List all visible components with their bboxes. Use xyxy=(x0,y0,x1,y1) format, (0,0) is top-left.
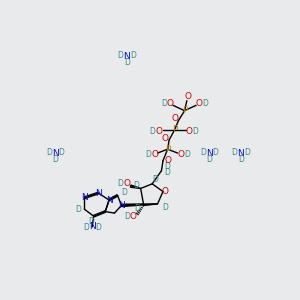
Text: D: D xyxy=(212,148,218,157)
Text: O: O xyxy=(177,150,184,159)
Text: D: D xyxy=(88,217,94,226)
Text: D: D xyxy=(46,148,52,157)
Text: O: O xyxy=(164,156,171,165)
Text: D: D xyxy=(124,212,130,221)
Text: D: D xyxy=(152,176,158,184)
Text: D: D xyxy=(117,179,123,188)
Text: N: N xyxy=(95,189,102,198)
Text: O: O xyxy=(186,127,193,136)
Polygon shape xyxy=(130,185,141,188)
Text: D: D xyxy=(232,148,238,157)
Text: D: D xyxy=(124,58,130,68)
Text: D: D xyxy=(135,204,140,213)
Text: P: P xyxy=(182,106,187,115)
Text: D: D xyxy=(83,223,89,232)
Text: D: D xyxy=(165,162,170,171)
Text: N: N xyxy=(106,196,112,205)
Text: D: D xyxy=(75,205,81,214)
Text: N: N xyxy=(123,52,130,61)
Text: D: D xyxy=(121,188,127,197)
Text: N: N xyxy=(118,201,125,210)
Text: N: N xyxy=(237,149,244,158)
Text: D: D xyxy=(58,148,64,157)
Text: O: O xyxy=(130,212,136,221)
Text: D: D xyxy=(133,181,139,190)
Text: D: D xyxy=(149,127,155,136)
Text: D: D xyxy=(202,99,208,108)
Polygon shape xyxy=(122,204,158,207)
Text: N: N xyxy=(206,149,213,158)
Text: O: O xyxy=(196,99,203,108)
Text: D: D xyxy=(52,155,58,164)
Text: N: N xyxy=(81,193,88,202)
Text: D: D xyxy=(244,148,250,157)
Text: N: N xyxy=(52,149,59,158)
Text: O: O xyxy=(151,150,158,159)
Text: D: D xyxy=(118,51,124,60)
Text: P: P xyxy=(165,145,170,154)
Text: O: O xyxy=(172,114,179,123)
Text: D: D xyxy=(238,155,244,164)
Text: D: D xyxy=(206,155,212,164)
Text: O: O xyxy=(162,187,169,196)
Text: D: D xyxy=(146,150,151,159)
Text: N: N xyxy=(89,223,95,232)
Text: P: P xyxy=(172,125,177,134)
Text: D: D xyxy=(165,168,170,177)
Text: O: O xyxy=(185,92,192,101)
Text: O: O xyxy=(162,134,169,143)
Text: D: D xyxy=(161,99,167,108)
Text: D: D xyxy=(184,150,190,159)
Text: D: D xyxy=(95,223,101,232)
Text: D: D xyxy=(192,127,198,136)
Text: O: O xyxy=(156,127,163,136)
Text: D: D xyxy=(162,203,168,212)
Text: O: O xyxy=(123,179,130,188)
Text: D: D xyxy=(130,51,136,60)
Text: O: O xyxy=(167,99,173,108)
Text: D: D xyxy=(200,148,206,157)
